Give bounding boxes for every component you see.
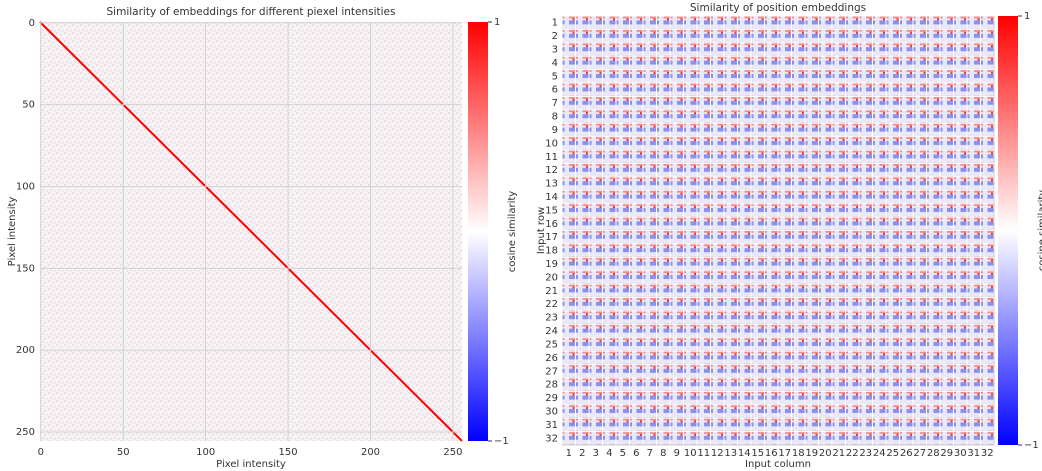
- y-tick-label: 26: [545, 353, 558, 364]
- x-tick-label: 21: [832, 448, 845, 459]
- x-tick-label: 200: [361, 447, 380, 458]
- y-axis-label: Input row: [536, 207, 547, 254]
- x-tick-label: 22: [846, 448, 859, 459]
- y-tick-label: 18: [545, 246, 558, 257]
- x-tick-label: 9: [674, 448, 680, 459]
- x-axis-label: Pixel intensity: [216, 459, 286, 470]
- y-tick-label: 28: [545, 380, 558, 391]
- x-tick-label: 13: [724, 448, 737, 459]
- x-tick-label: 27: [913, 448, 926, 459]
- colorbar: [998, 16, 1018, 445]
- y-tick-label: 17: [545, 232, 558, 243]
- y-tick-label: 32: [545, 433, 558, 444]
- y-tick-label: 24: [545, 326, 558, 337]
- y-tick-label: 100: [16, 181, 35, 192]
- x-tick-label: 150: [279, 447, 298, 458]
- x-tick-label: 20: [819, 448, 832, 459]
- y-tick-label: 6: [552, 85, 558, 96]
- x-tick-label: 32: [981, 448, 994, 459]
- x-tick-label: 1: [566, 448, 572, 459]
- y-tick-label: 7: [552, 98, 558, 109]
- y-tick-label: 2: [552, 31, 558, 42]
- y-tick-label: 22: [545, 299, 558, 310]
- x-tick-label: 8: [660, 448, 666, 459]
- chart-title: Similarity of position embeddings: [690, 2, 866, 14]
- y-tick-label: 12: [545, 165, 558, 176]
- y-tick-label: 9: [552, 125, 558, 136]
- colorbar-tick-label: 1: [1024, 11, 1030, 22]
- y-tick-label: 27: [545, 366, 558, 377]
- y-tick-label: 19: [545, 259, 558, 270]
- y-tick-label: 1: [552, 18, 558, 29]
- x-tick-label: 12: [711, 448, 724, 459]
- y-tick-label: 13: [545, 179, 558, 190]
- y-tick-label: 50: [22, 100, 35, 111]
- x-tick-label: 0: [38, 447, 44, 458]
- colorbar-label: cosine similarity: [507, 191, 518, 272]
- colorbar: [468, 22, 488, 441]
- y-tick-label: 10: [545, 138, 558, 149]
- y-tick-label: 31: [545, 420, 558, 431]
- diagonal: [39, 21, 463, 442]
- y-tick-label: 15: [545, 205, 558, 216]
- y-tick-label: 11: [545, 152, 558, 163]
- x-axis-label: Input column: [745, 459, 811, 470]
- x-tick-label: 4: [606, 448, 612, 459]
- y-tick-label: 21: [545, 286, 558, 297]
- y-tick-label: 8: [552, 112, 558, 123]
- x-tick-label: 250: [443, 447, 462, 458]
- colorbar-label: cosine similarity: [1037, 190, 1042, 271]
- x-tick-label: 24: [873, 448, 886, 459]
- x-tick-label: 28: [927, 448, 940, 459]
- x-tick-label: 5: [620, 448, 626, 459]
- x-tick-label: 31: [967, 448, 980, 459]
- x-tick-label: 30: [954, 448, 967, 459]
- x-tick-label: 23: [859, 448, 872, 459]
- y-tick-label: 25: [545, 339, 558, 350]
- x-tick-label: 26: [900, 448, 913, 459]
- y-tick-label: 20: [545, 272, 558, 283]
- y-tick-label: 0: [29, 18, 35, 29]
- x-tick-label: 16: [765, 448, 778, 459]
- x-tick-label: 10: [684, 448, 697, 459]
- y-tick-label: 30: [545, 406, 558, 417]
- y-tick-label: 3: [552, 45, 558, 56]
- y-tick-label: 150: [16, 263, 35, 274]
- x-tick-label: 14: [738, 448, 751, 459]
- x-tick-label: 15: [751, 448, 764, 459]
- x-tick-label: 7: [647, 448, 653, 459]
- y-tick-label: 14: [545, 192, 558, 203]
- chart-title: Similarity of embeddings for different p…: [107, 6, 396, 18]
- y-tick-label: 5: [552, 71, 558, 82]
- x-tick-label: 29: [940, 448, 953, 459]
- x-tick-label: 11: [697, 448, 710, 459]
- x-tick-label: 50: [117, 447, 130, 458]
- colorbar-tick-label: −1: [1024, 440, 1039, 451]
- colorbar-tick-label: 1: [494, 17, 500, 28]
- y-tick-label: 29: [545, 393, 558, 404]
- x-tick-label: 17: [778, 448, 791, 459]
- colorbar-tick-label: −1: [494, 436, 509, 447]
- y-tick-label: 4: [552, 58, 558, 69]
- x-tick-label: 2: [579, 448, 585, 459]
- x-tick-label: 25: [886, 448, 899, 459]
- y-tick-label: 250: [16, 427, 35, 438]
- y-tick-label: 16: [545, 219, 558, 230]
- y-tick-label: 200: [16, 345, 35, 356]
- x-tick-label: 18: [792, 448, 805, 459]
- x-tick-label: 6: [633, 448, 639, 459]
- y-tick-label: 23: [545, 313, 558, 324]
- x-tick-label: 100: [196, 447, 215, 458]
- y-axis-label: Pixel intensity: [7, 197, 18, 267]
- x-tick-label: 19: [805, 448, 818, 459]
- x-tick-label: 3: [593, 448, 599, 459]
